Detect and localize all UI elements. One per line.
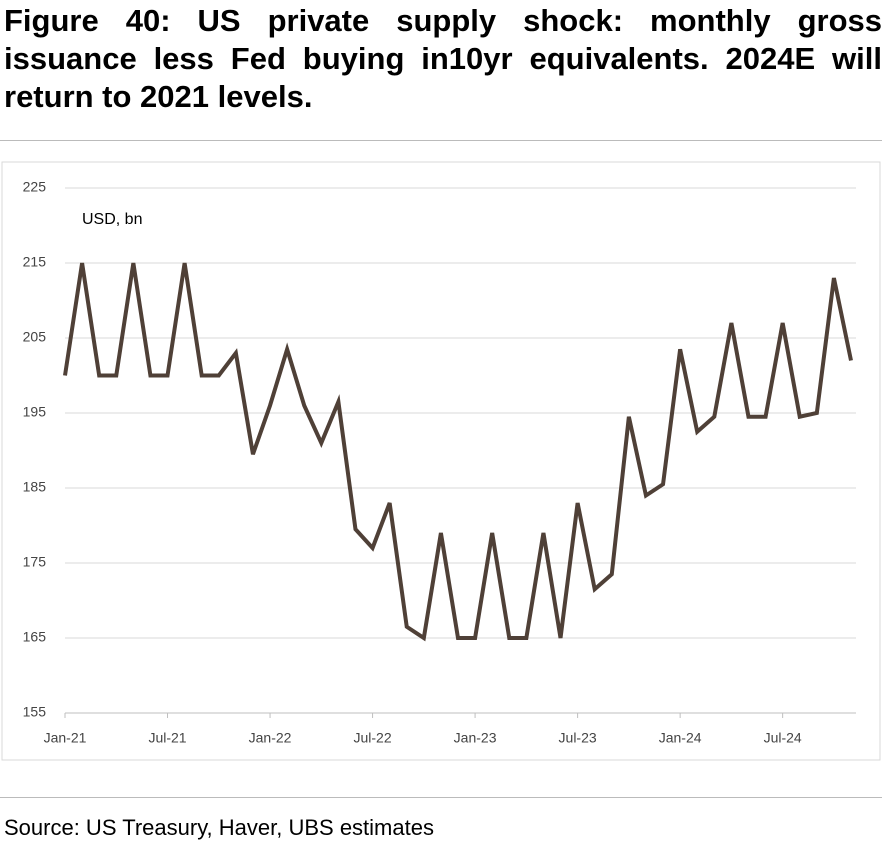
divider xyxy=(0,797,882,798)
divider xyxy=(0,140,882,141)
x-tick-label: Jan-22 xyxy=(249,730,292,746)
y-tick-label: 155 xyxy=(23,704,47,720)
y-tick-label: 225 xyxy=(23,179,47,195)
x-tick-label: Jul-22 xyxy=(353,730,391,746)
y-tick-label: 215 xyxy=(23,254,47,270)
x-tick-label: Jul-21 xyxy=(148,730,186,746)
x-tick-label: Jan-24 xyxy=(659,730,702,746)
y-tick-label: 195 xyxy=(23,404,47,420)
chart: USD, bn 155 165 175 185 195 205 215 225 Jan-21 Ju… xyxy=(1,161,881,761)
chart-title: Figure 40: US private supply shock: mont… xyxy=(4,3,882,114)
x-tick-label: Jul-24 xyxy=(764,730,802,746)
unit-annotation: USD, bn xyxy=(82,211,142,228)
x-tick-label: Jan-21 xyxy=(44,730,87,746)
chart-frame xyxy=(1,161,881,761)
x-tick-label: Jan-23 xyxy=(454,730,497,746)
data-line xyxy=(63,262,853,642)
y-tick-label: 175 xyxy=(23,554,47,570)
y-tick-label: 205 xyxy=(23,329,47,345)
x-tick-label: Jul-23 xyxy=(559,730,597,746)
y-tick-label: 185 xyxy=(23,479,47,495)
y-tick-label: 165 xyxy=(23,629,47,645)
source-note: Source: US Treasury, Haver, UBS estimate… xyxy=(4,815,434,840)
